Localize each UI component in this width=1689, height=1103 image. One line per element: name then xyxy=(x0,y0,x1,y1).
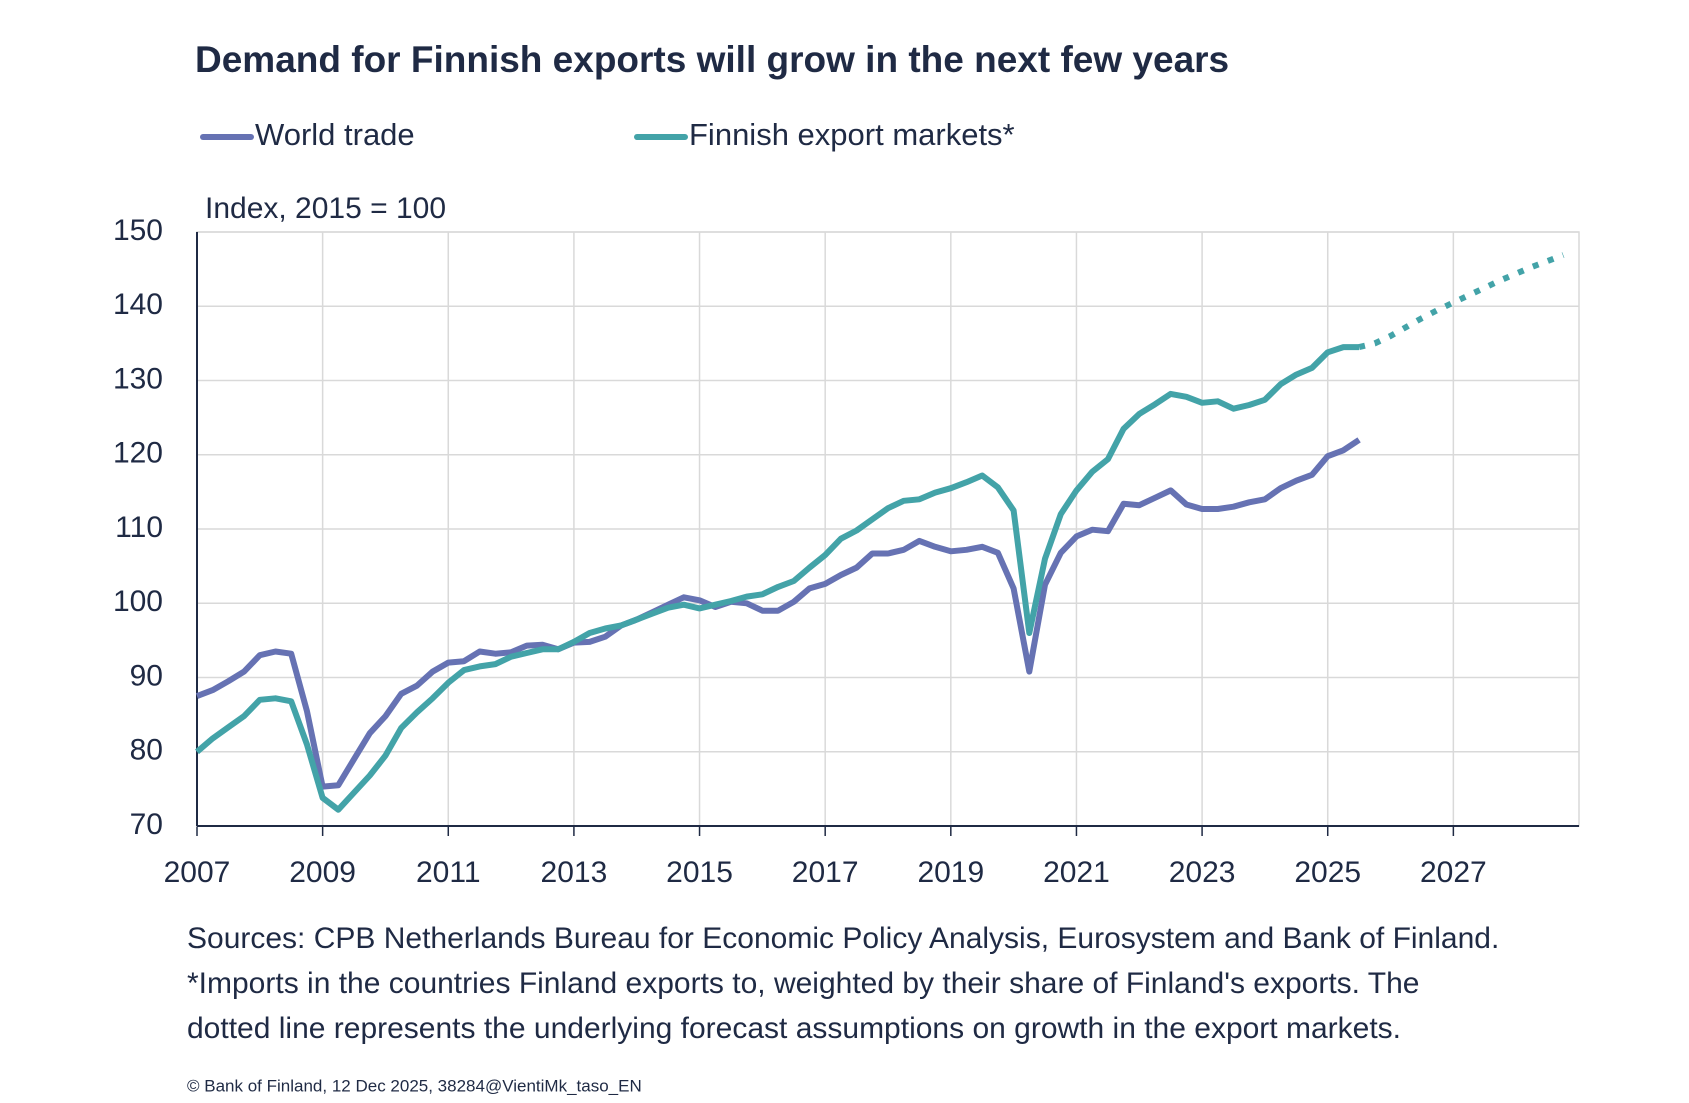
x-tick-label: 2007 xyxy=(164,856,231,889)
x-tick-label: 2023 xyxy=(1169,856,1236,889)
series-line xyxy=(1358,252,1565,351)
x-tick-label: 2027 xyxy=(1420,856,1487,889)
series-line xyxy=(195,344,1360,813)
series-line xyxy=(195,437,1361,790)
y-tick-label: 150 xyxy=(113,214,163,247)
y-axis-label: Index, 2015 = 100 xyxy=(205,192,446,225)
source-note: Sources: CPB Netherlands Bureau for Econ… xyxy=(187,922,1499,955)
chart-title: Demand for Finnish exports will grow in … xyxy=(195,39,1229,80)
x-tick-label: 2019 xyxy=(917,856,984,889)
x-tick-label: 2009 xyxy=(289,856,356,889)
x-tick-label: 2011 xyxy=(416,856,481,889)
y-tick-label: 120 xyxy=(113,437,163,470)
y-tick-label: 90 xyxy=(130,659,163,692)
x-tick-label: 2013 xyxy=(541,856,608,889)
legend-label: World trade xyxy=(255,117,415,152)
y-tick-label: 80 xyxy=(130,734,163,767)
y-tick-label: 100 xyxy=(113,585,163,618)
y-tick-label: 110 xyxy=(115,511,163,544)
x-tick-label: 2021 xyxy=(1043,856,1110,889)
x-tick-label: 2015 xyxy=(666,856,733,889)
footer: © Bank of Finland, 12 Dec 2025, 38284@Vi… xyxy=(187,1076,642,1095)
source-note: dotted line represents the underlying fo… xyxy=(187,1012,1401,1045)
x-tick-label: 2017 xyxy=(792,856,859,889)
y-tick-label: 130 xyxy=(113,362,163,395)
y-tick-label: 140 xyxy=(113,288,163,321)
legend-label: Finnish export markets* xyxy=(689,117,1015,152)
y-tick-label: 70 xyxy=(130,808,163,841)
source-note: *Imports in the countries Finland export… xyxy=(187,967,1419,1000)
x-tick-label: 2025 xyxy=(1294,856,1361,889)
